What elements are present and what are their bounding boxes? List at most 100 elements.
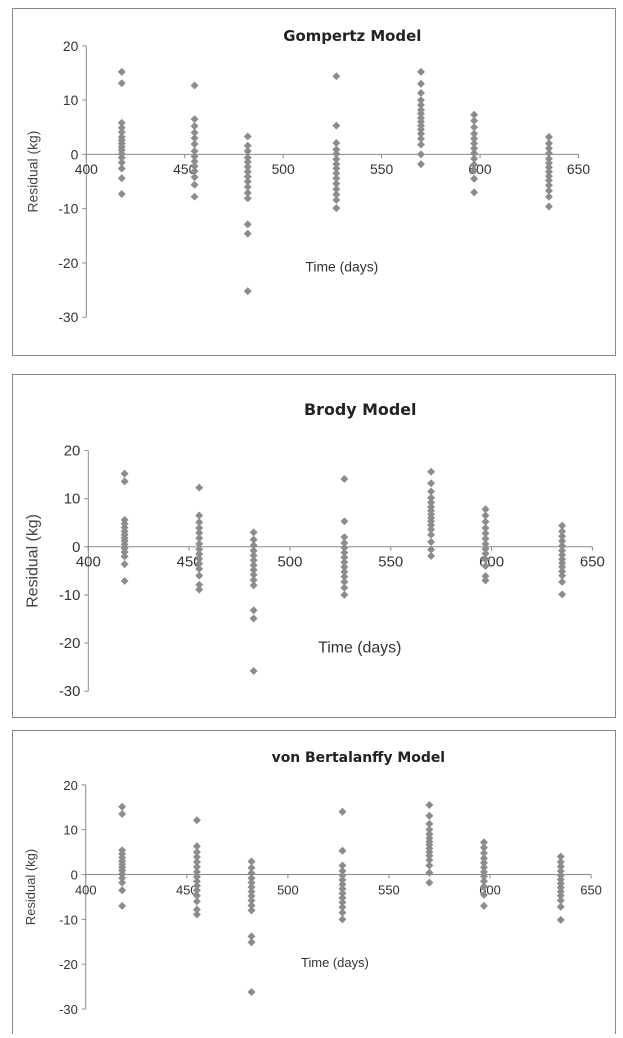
gompertz-chart: Gompertz Model 20 10 0 -10 -20 -30 400 450 500 550…	[25, 27, 591, 325]
von-bertalanffy-data-point	[118, 874, 127, 883]
gompertz-data-point	[470, 129, 479, 138]
gompertz-data-point	[190, 140, 199, 149]
brody-x-tick-label: 450	[177, 555, 202, 571]
gompertz-x-tick-label: 500	[272, 161, 295, 177]
von-bertalanffy-data-point	[192, 848, 201, 857]
von-bertalanffy-data-point	[338, 807, 347, 816]
von-bertalanffy-data-point	[118, 809, 127, 818]
gompertz-data-point	[544, 192, 553, 201]
gompertz-data-point	[417, 129, 425, 138]
von-bertalanffy-y-tick-label: 10	[63, 823, 77, 838]
gompertz-data-point	[417, 67, 425, 76]
gompertz-data-point	[544, 159, 553, 168]
brody-data-point	[558, 563, 567, 571]
brody-y-axis-title: Residual (kg)	[25, 514, 42, 608]
gompertz-data-point	[544, 202, 553, 211]
brody-y-tick-label: 10	[64, 492, 81, 508]
gompertz-data-point	[544, 167, 553, 176]
von-bertalanffy-chart-panel: von Bertalanffy Model 20 10 0 -10 -20 -30 400 45…	[12, 730, 616, 1034]
gompertz-data-point	[332, 179, 341, 188]
brody-data-point	[249, 606, 258, 615]
gompertz-data-point	[117, 123, 126, 132]
brody-data-point	[481, 555, 490, 564]
gompertz-x-tick-label: 550	[370, 161, 393, 177]
gompertz-data-point	[470, 149, 479, 158]
gompertz-y-tick-label: -30	[58, 309, 78, 325]
brody-data-point	[249, 570, 258, 579]
von-bertalanffy-data-point	[247, 892, 256, 901]
gompertz-data-point	[417, 79, 425, 88]
von-bertalanffy-data-point	[338, 908, 347, 917]
gompertz-data-point	[190, 147, 199, 156]
von-bertalanffy-data-point	[247, 938, 256, 947]
brody-data-point	[195, 511, 204, 520]
brody-data-point	[340, 474, 349, 483]
brody-data-point	[340, 577, 349, 586]
von-bertalanffy-data-point	[425, 868, 434, 877]
von-bertalanffy-data-point	[556, 915, 565, 924]
von-bertalanffy-data-point	[247, 878, 256, 887]
gompertz-x-tick-label: 650	[567, 161, 590, 177]
gompertz-data-point	[243, 177, 252, 186]
gompertz-data-point	[470, 134, 479, 143]
brody-y-tick-label: -20	[59, 636, 81, 652]
gompertz-data-point	[332, 164, 341, 173]
brody-chart-title: Brody Model	[304, 400, 416, 419]
gompertz-data-point	[417, 134, 425, 143]
gompertz-data-point	[470, 110, 479, 119]
brody-data-point	[340, 563, 349, 571]
brody-data-point	[558, 546, 567, 555]
gompertz-data-point	[243, 220, 252, 229]
von-bertalanffy-data-point	[479, 872, 488, 881]
gompertz-data-point	[190, 122, 199, 131]
brody-y-tick-label: 20	[64, 444, 81, 460]
gompertz-data-point	[243, 153, 252, 162]
gompertz-data-point	[417, 160, 425, 169]
von-bertalanffy-data-point	[247, 901, 256, 910]
gompertz-y-tick-label: 10	[63, 92, 79, 108]
von-bertalanffy-x-tick-label: 450	[176, 882, 198, 897]
gompertz-data-point	[332, 190, 341, 199]
brody-data-point	[427, 487, 436, 496]
gompertz-data-point	[470, 160, 479, 169]
von-bertalanffy-data-point	[118, 886, 127, 895]
brody-data-point	[481, 539, 490, 548]
brody-x-tick-label: 600	[479, 555, 504, 571]
brody-chart: Brody Model 20 10 0 -10 -20 -30 400 450 500 550 600…	[25, 400, 605, 700]
gompertz-data-point	[243, 162, 252, 171]
brody-data-point	[195, 524, 204, 533]
brody-data-point	[249, 666, 258, 675]
gompertz-data-point	[332, 204, 341, 213]
gompertz-data-point	[117, 158, 126, 167]
gompertz-data-point	[470, 139, 479, 148]
brody-data-point	[340, 572, 349, 581]
gompertz-y-tick-label: -20	[58, 255, 78, 271]
brody-data-point	[340, 543, 349, 552]
gompertz-data-point	[190, 167, 199, 176]
gompertz-data-point	[117, 79, 126, 88]
von-bertalanffy-data-point	[338, 880, 347, 889]
von-bertalanffy-data-point	[556, 862, 565, 871]
gompertz-data-point	[243, 188, 252, 197]
von-bertalanffy-data-point	[247, 857, 256, 866]
gompertz-data-point	[332, 185, 341, 194]
brody-data-point	[481, 505, 490, 514]
von-bertalanffy-y-tick-label: 0	[71, 868, 78, 883]
von-bertalanffy-data-point	[192, 910, 201, 919]
gompertz-data-point	[470, 154, 479, 163]
brody-data-point	[427, 530, 436, 539]
brody-data-point	[558, 541, 567, 550]
gompertz-data-point	[544, 139, 553, 148]
brody-data-point	[427, 551, 436, 560]
gompertz-data-point	[190, 134, 199, 143]
gompertz-data-point	[243, 287, 252, 296]
brody-data-point	[195, 585, 204, 594]
brody-data-point	[195, 550, 204, 558]
gompertz-data-point	[470, 188, 479, 197]
gompertz-chart-title: Gompertz Model	[283, 27, 421, 45]
brody-data-point	[120, 469, 129, 478]
von-bertalanffy-data-point	[338, 871, 347, 880]
von-bertalanffy-data-point	[338, 866, 347, 875]
gompertz-data-point	[243, 172, 252, 181]
gompertz-x-tick-label: 400	[75, 161, 98, 177]
